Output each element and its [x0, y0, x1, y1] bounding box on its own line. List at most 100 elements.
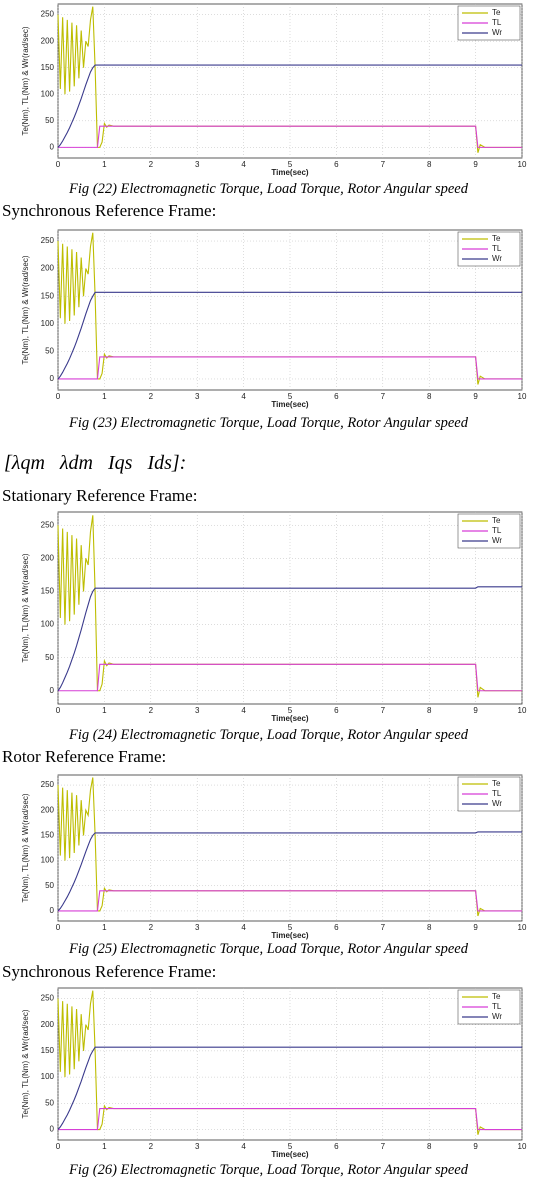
x-tick-label: 8 — [427, 706, 432, 715]
y-tick-label: 200 — [41, 1020, 55, 1029]
series-line — [58, 890, 522, 912]
series-line — [57, 291, 522, 380]
chart: 0 50 100 150 200 250 0 1 2 3 4 5 6 7 8 9 10 Time(sec) Te(N… — [21, 774, 527, 940]
y-tick-label: 150 — [41, 831, 55, 840]
x-tick-label: 5 — [288, 923, 293, 932]
x-tick-label: 9 — [473, 706, 478, 715]
y-tick-label: 250 — [41, 994, 55, 1003]
y-tick-label: 0 — [50, 374, 55, 383]
x-tick-label: 7 — [381, 160, 386, 169]
x-tick-label: 2 — [149, 160, 154, 169]
x-tick-label: 5 — [288, 160, 293, 169]
x-tick-label: 3 — [195, 160, 200, 169]
y-tick-label: 200 — [41, 805, 55, 814]
x-tick-label: 3 — [195, 706, 200, 715]
y-tick-label: 200 — [41, 264, 55, 273]
series-line — [58, 125, 522, 148]
plot-area — [57, 229, 523, 391]
series-line — [57, 831, 522, 912]
legend-label: Te — [492, 516, 501, 525]
x-tick-label: 9 — [473, 1142, 478, 1151]
series-line — [57, 586, 522, 692]
y-tick-label: 100 — [41, 1072, 55, 1081]
x-tick-label: 2 — [149, 923, 154, 932]
y-tick-label: 50 — [45, 1098, 54, 1107]
x-tick-label: 4 — [241, 706, 246, 715]
x-tick-label: 10 — [518, 1142, 527, 1151]
x-tick-label: 2 — [149, 392, 154, 401]
x-tick-label: 3 — [195, 1142, 200, 1151]
caption: Fig (26) Electromagnetic Torque, Load To… — [68, 1162, 468, 1178]
chart: 0 50 100 150 200 250 0 1 2 3 4 5 6 7 8 9 10 Time(sec) Te(N… — [21, 511, 527, 723]
y-tick-label: 200 — [41, 36, 55, 45]
x-tick-label: 2 — [149, 1142, 154, 1151]
heading: Synchronous Reference Frame: — [2, 201, 217, 220]
x-tick-label: 6 — [334, 706, 339, 715]
legend-label: Wr — [492, 254, 502, 263]
legend-label: Wr — [492, 536, 502, 545]
x-tick-label: 4 — [241, 923, 246, 932]
legend-label: TL — [492, 526, 502, 535]
x-tick-label: 9 — [473, 392, 478, 401]
x-tick-label: 0 — [56, 923, 61, 932]
x-tick-label: 0 — [56, 392, 61, 401]
legend-label: Wr — [492, 1012, 502, 1021]
y-tick-label: 0 — [50, 142, 55, 151]
x-tick-label: 8 — [427, 160, 432, 169]
x-tick-label: 8 — [427, 392, 432, 401]
x-tick-label: 10 — [518, 392, 527, 401]
x-axis-label: Time(sec) — [271, 931, 309, 940]
y-tick-label: 100 — [41, 89, 55, 98]
y-axis-label: Te(Nm), TL(Nm) & Wr(rad/sec) — [21, 553, 30, 662]
x-tick-label: 6 — [334, 392, 339, 401]
heading: Synchronous Reference Frame: — [2, 962, 217, 981]
x-tick-label: 6 — [334, 1142, 339, 1151]
legend-label: Te — [492, 992, 501, 1001]
x-tick-label: 3 — [195, 392, 200, 401]
caption: Fig (23) Electromagnetic Torque, Load To… — [68, 415, 468, 431]
y-tick-label: 50 — [45, 653, 54, 662]
x-tick-label: 0 — [56, 706, 61, 715]
x-tick-label: 7 — [381, 392, 386, 401]
series-line — [57, 64, 522, 148]
chart: 0 50 100 150 200 250 0 1 2 3 4 5 6 7 8 9 10 Time(sec) Te(N… — [21, 229, 527, 409]
y-tick-label: 50 — [45, 116, 54, 125]
y-tick-label: 250 — [41, 10, 55, 19]
x-tick-label: 3 — [195, 923, 200, 932]
x-axis-label: Time(sec) — [271, 168, 309, 177]
x-tick-label: 10 — [518, 160, 527, 169]
x-tick-label: 7 — [381, 706, 386, 715]
plot-area — [57, 3, 523, 159]
y-axis-label: Te(Nm), TL(Nm) & Wr(rad/sec) — [21, 26, 30, 135]
x-tick-label: 8 — [427, 923, 432, 932]
x-tick-label: 6 — [334, 160, 339, 169]
x-tick-label: 10 — [518, 706, 527, 715]
legend-label: TL — [492, 789, 502, 798]
x-tick-label: 7 — [381, 1142, 386, 1151]
x-tick-label: 9 — [473, 160, 478, 169]
x-tick-label: 0 — [56, 1142, 61, 1151]
legend-label: TL — [492, 1002, 502, 1011]
x-tick-label: 5 — [288, 706, 293, 715]
y-axis-label: Te(Nm), TL(Nm) & Wr(rad/sec) — [21, 793, 30, 902]
x-axis-label: Time(sec) — [271, 400, 309, 409]
x-tick-label: 4 — [241, 160, 246, 169]
x-tick-label: 8 — [427, 1142, 432, 1151]
series-line — [57, 1046, 522, 1130]
y-tick-label: 150 — [41, 1046, 55, 1055]
x-axis-label: Time(sec) — [271, 1150, 309, 1159]
chart: 0 50 100 150 200 250 0 1 2 3 4 5 6 7 8 9 10 Time(sec) Te(N… — [21, 3, 527, 177]
legend-label: Te — [492, 234, 501, 243]
legend-label: TL — [492, 244, 502, 253]
y-axis-label: Te(Nm), TL(Nm) & Wr(rad/sec) — [21, 255, 30, 364]
y-tick-label: 250 — [41, 520, 55, 529]
x-tick-label: 5 — [288, 392, 293, 401]
y-tick-label: 50 — [45, 346, 54, 355]
series-line — [58, 663, 522, 692]
x-tick-label: 0 — [56, 160, 61, 169]
x-tick-label: 1 — [102, 923, 107, 932]
y-tick-label: 150 — [41, 587, 55, 596]
x-tick-label: 2 — [149, 706, 154, 715]
x-tick-label: 9 — [473, 923, 478, 932]
